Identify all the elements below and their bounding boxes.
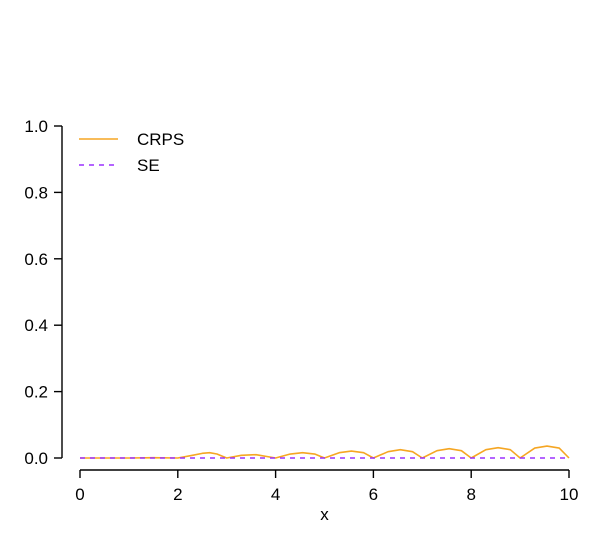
x-tick-label: 6 [369, 485, 378, 504]
x-tick-label: 4 [271, 485, 280, 504]
series-layer [80, 445, 570, 459]
y-tick-label: 0.0 [24, 449, 48, 468]
x-tick-label: 2 [173, 485, 182, 504]
x-axis: 0 2 4 6 8 10 [75, 469, 579, 504]
legend-label-se: SE [137, 156, 160, 175]
x-tick-label: 10 [560, 485, 579, 504]
y-tick-label: 0.6 [24, 250, 48, 269]
legend-label-crps: CRPS [137, 130, 184, 149]
y-tick-label: 0.8 [24, 183, 48, 202]
series-line-crps [80, 445, 570, 459]
legend: CRPS SE [79, 130, 184, 175]
y-tick-label: 0.2 [24, 383, 48, 402]
y-tick-label: 0.4 [24, 316, 48, 335]
y-tick-label: 1.0 [24, 117, 48, 136]
x-axis-label: x [320, 505, 329, 524]
x-tick-label: 0 [75, 485, 84, 504]
x-tick-label: 8 [466, 485, 475, 504]
y-axis: 0.0 0.2 0.4 0.6 0.8 1.0 [24, 117, 63, 468]
